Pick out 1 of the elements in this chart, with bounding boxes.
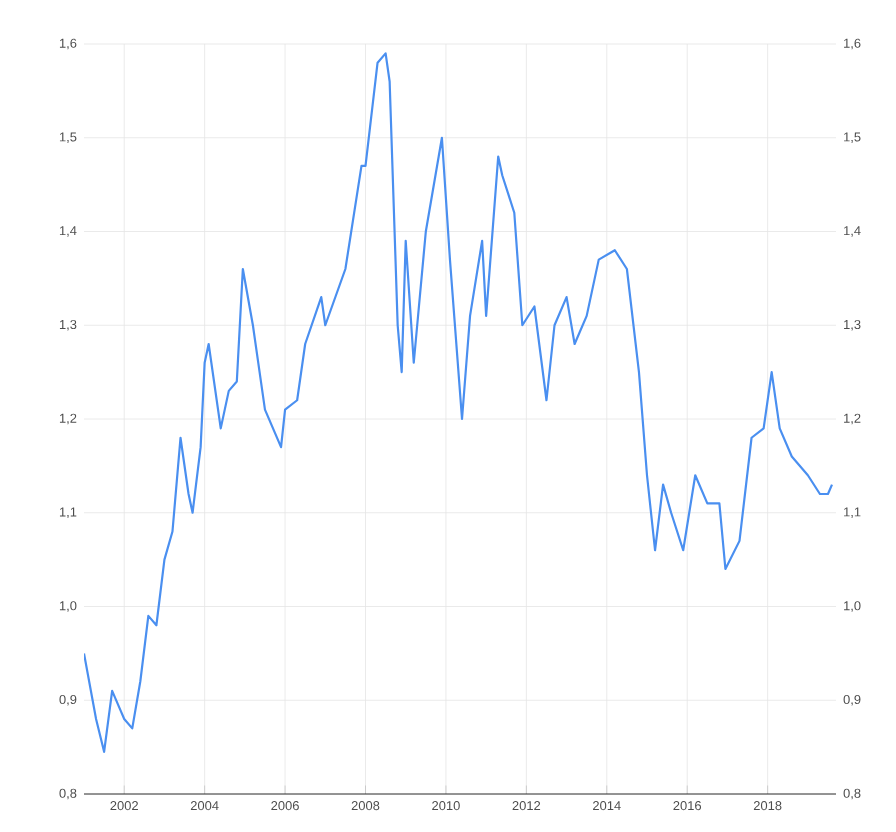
line-series: [84, 52, 834, 753]
